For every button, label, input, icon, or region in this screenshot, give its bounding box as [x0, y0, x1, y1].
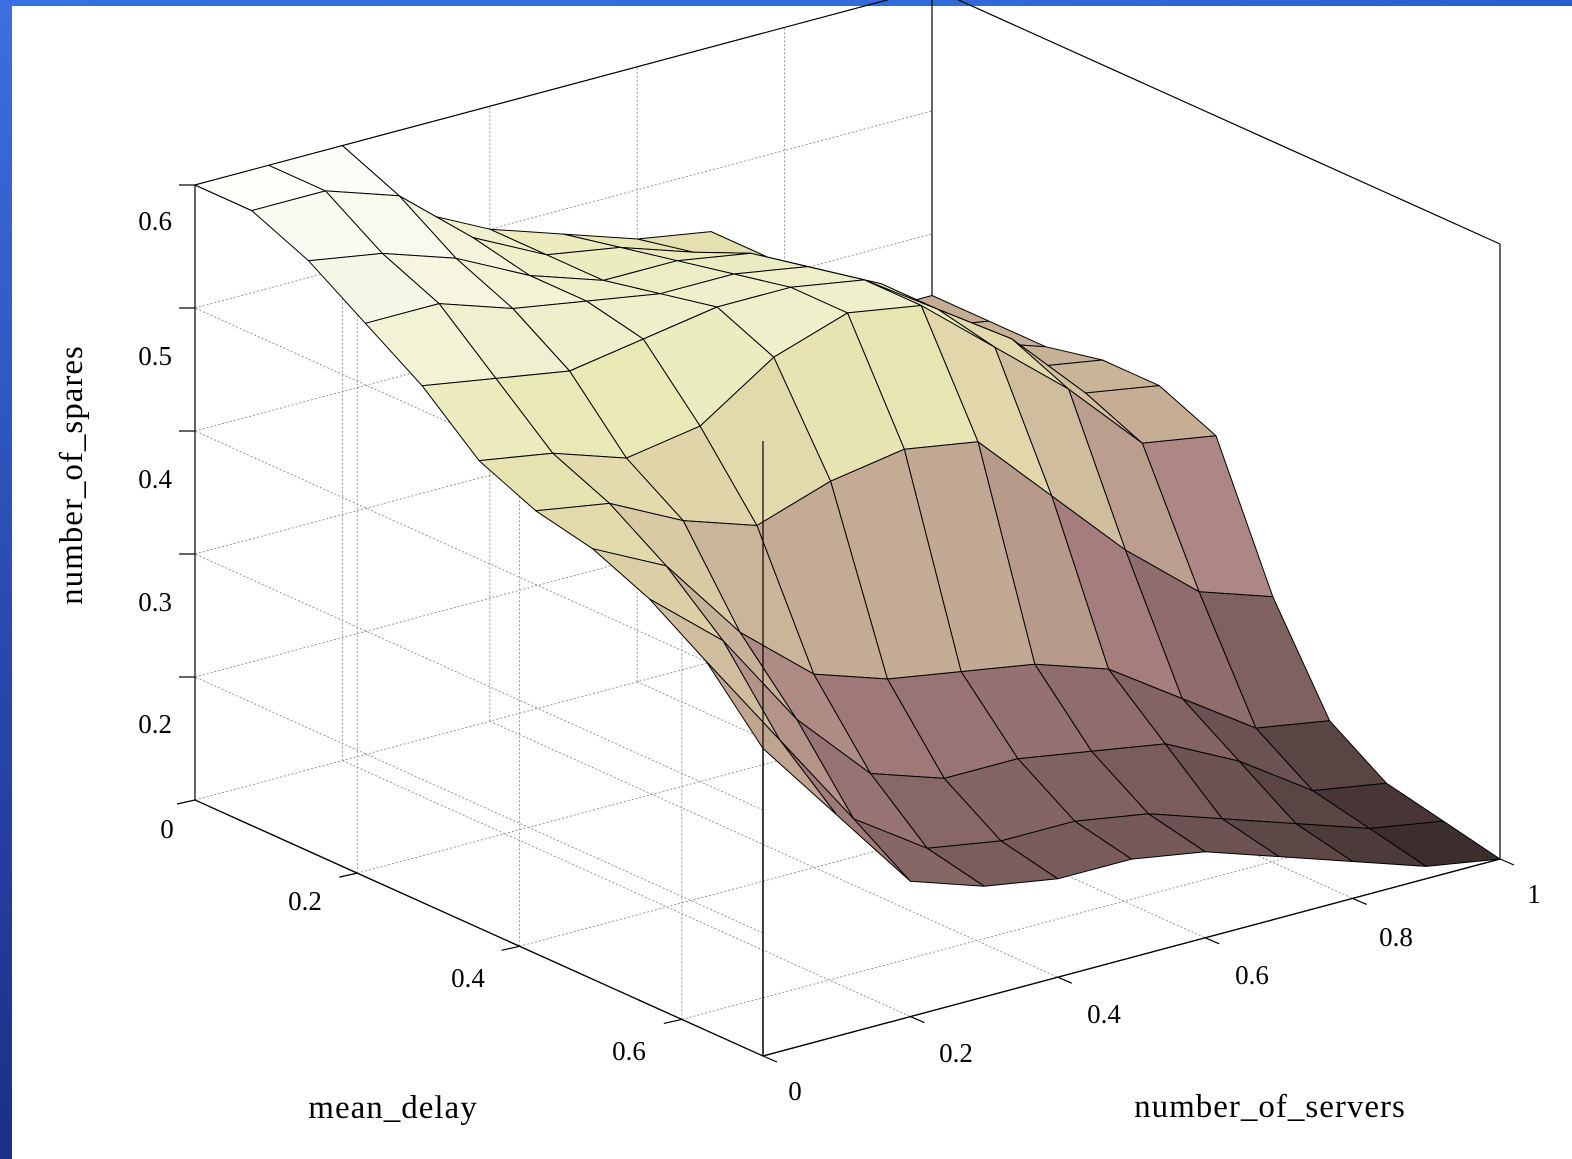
- y-tick-labels: 0 0.2 0.4 0.6: [160, 814, 646, 1066]
- grid-line: [681, 821, 1419, 1020]
- x-tick-label: 0.8: [1379, 922, 1413, 952]
- y-tick-mark: [663, 1018, 682, 1025]
- x-tick-label: 1: [1527, 879, 1541, 909]
- grid-line: [194, 602, 933, 801]
- x-tick-mark: [1204, 937, 1220, 945]
- y-tick-mark: [176, 799, 196, 805]
- x-axis-title: number_of_servers: [1134, 1089, 1406, 1125]
- y-tick-label: 0.6: [612, 1036, 646, 1066]
- y-tick-mark: [339, 872, 358, 878]
- z-tick-label: 0.2: [138, 709, 172, 739]
- grid-line: [357, 675, 1095, 874]
- z-tick-labels: 0.6 0.5 0.4 0.3 0.2: [138, 206, 172, 739]
- z-tick-label: 0.5: [138, 341, 172, 371]
- y-axis-title: mean_delay: [308, 1090, 477, 1126]
- x-tick-label: 0.2: [939, 1038, 973, 1068]
- x-tick-labels: 0 0.2 0.4 0.6 0.8 1: [788, 879, 1541, 1106]
- z-axis-title: number_of_spares: [54, 345, 90, 605]
- y-tick-mark: [501, 945, 520, 951]
- z-tick-label: 0.6: [138, 206, 172, 236]
- x-tick-label: 0: [788, 1076, 802, 1106]
- window-frame-left: [0, 0, 12, 1159]
- y-tick-label: 0: [160, 814, 174, 844]
- grid-line: [194, 479, 933, 678]
- window-frame-top: [0, 0, 1572, 6]
- y-tick-label: 0.2: [288, 886, 322, 916]
- grid-line: [194, 676, 764, 934]
- surface-facet: [705, 660, 838, 816]
- x-tick-mark: [762, 1055, 778, 1063]
- x-tick-mark: [910, 1016, 925, 1024]
- x-tick-label: 0.6: [1235, 960, 1269, 990]
- z-tick-label: 0.3: [138, 587, 172, 617]
- x-tick-mark: [1352, 897, 1367, 905]
- y-tick-label: 0.4: [451, 963, 485, 993]
- z-tick-label: 0.4: [138, 464, 172, 494]
- axis-box: [194, 441, 1501, 1057]
- x-tick-mark: [1057, 976, 1073, 984]
- grid-line: [194, 110, 933, 309]
- surface-plot: [194, 145, 1501, 887]
- x-tick-mark: [1499, 858, 1515, 866]
- axis-line: [194, 799, 764, 1057]
- axis-box-edge: [957, 0, 1501, 245]
- x-tick-label: 0.4: [1087, 999, 1121, 1029]
- tick-marks: [176, 184, 1515, 1063]
- axis-line: [762, 858, 1501, 1057]
